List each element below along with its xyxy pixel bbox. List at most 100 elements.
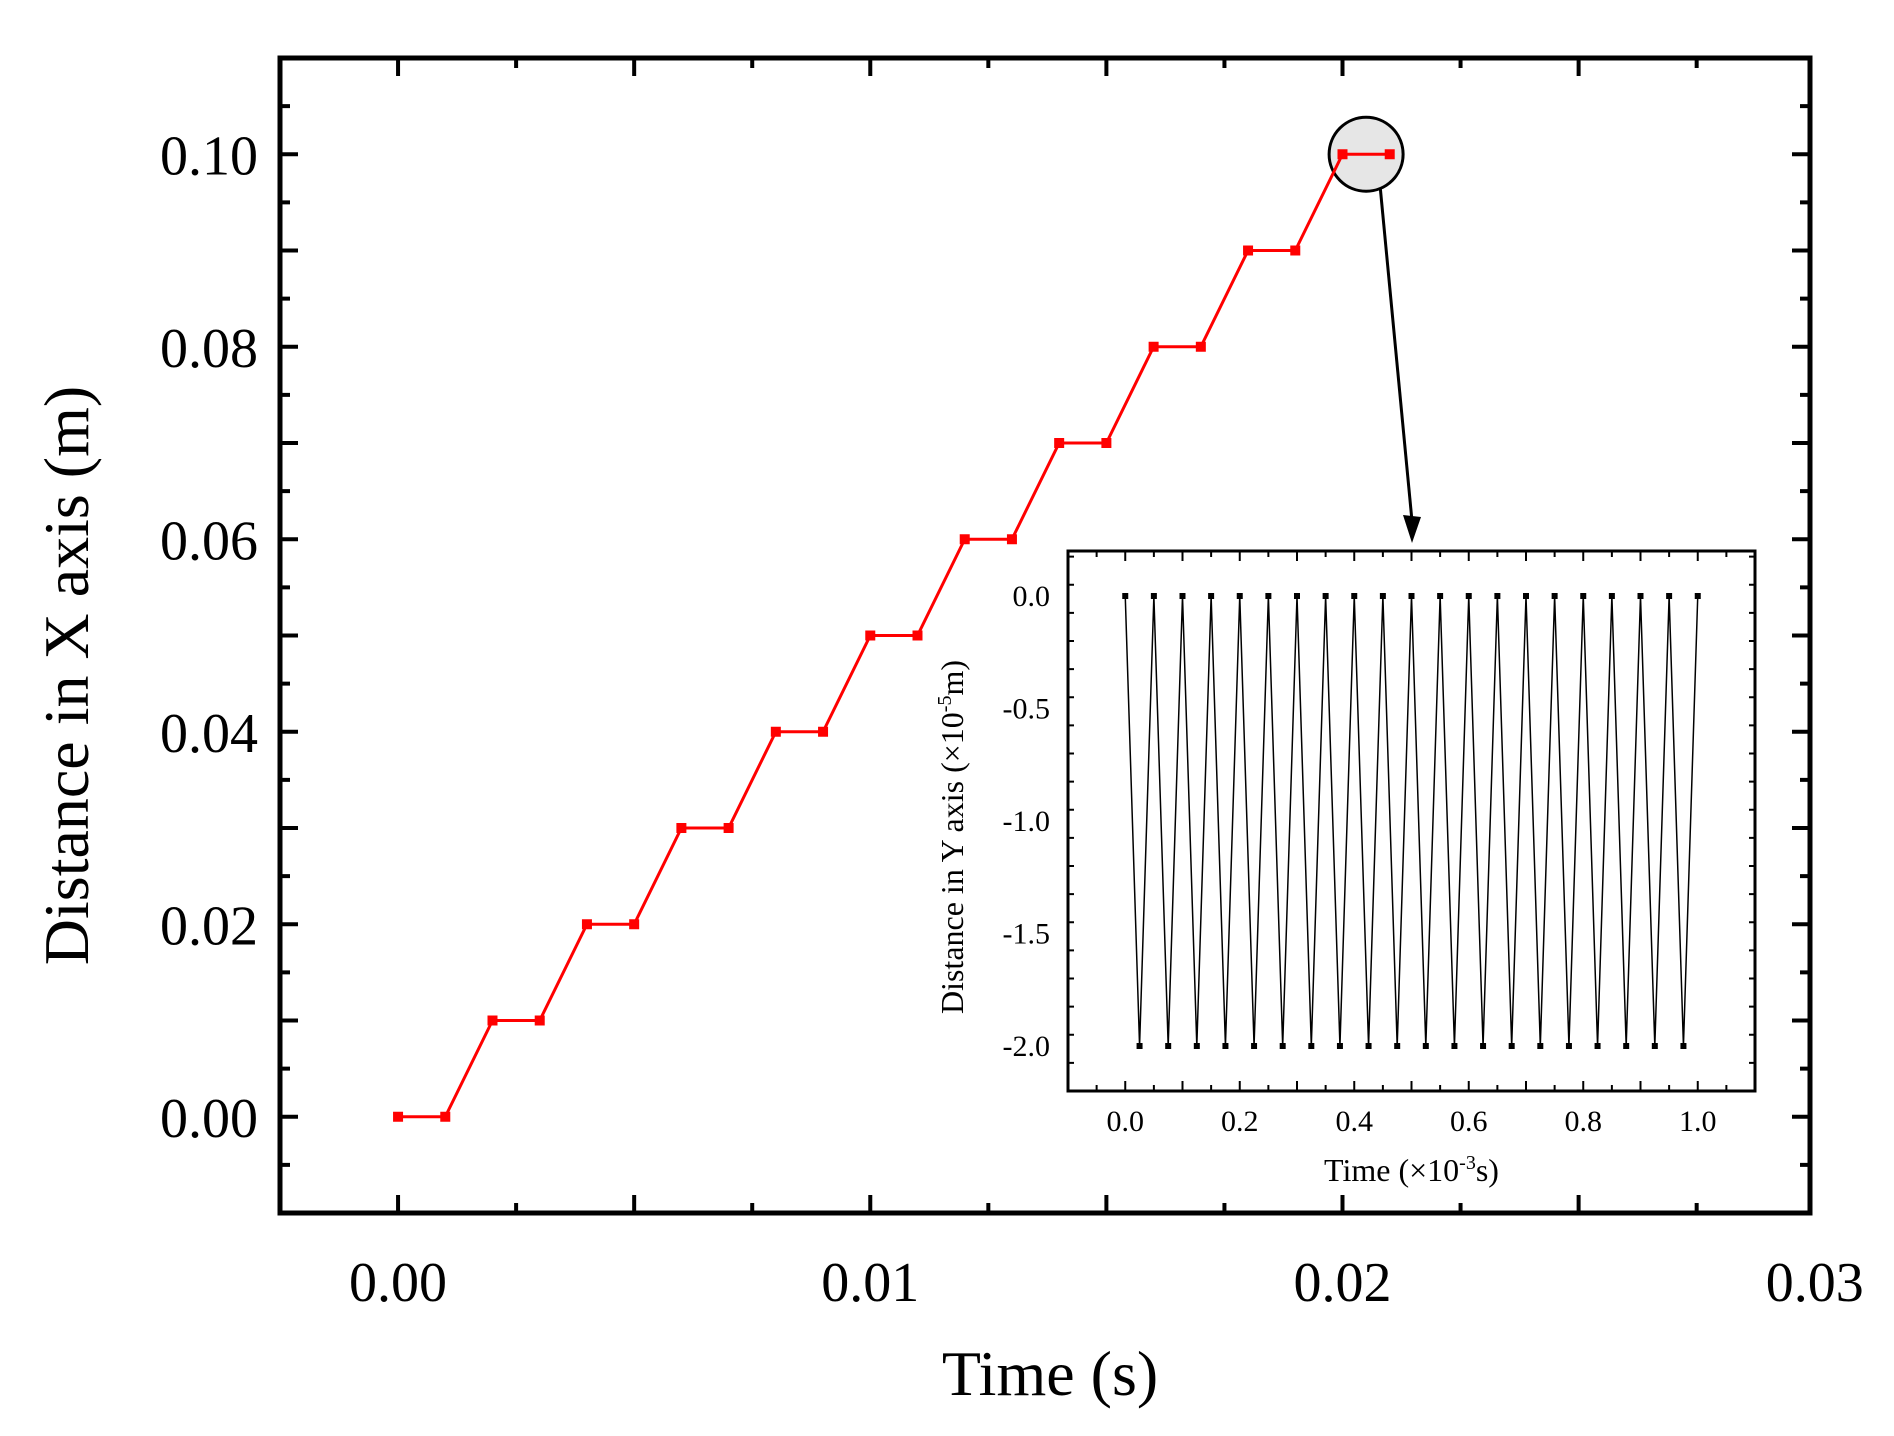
y-displacement-point	[1508, 1043, 1515, 1049]
y-displacement-point	[1193, 1043, 1200, 1049]
y-displacement-point	[1294, 593, 1300, 599]
y-tick-label: 0.04	[160, 703, 258, 765]
x-displacement-point	[1148, 341, 1159, 352]
y-displacement-point	[1666, 593, 1673, 599]
y-displacement-point	[1437, 593, 1444, 599]
y-displacement-point	[1551, 593, 1558, 599]
y-displacement-point	[1494, 593, 1501, 599]
x-displacement-line	[398, 152, 1390, 1119]
y-displacement-point	[1265, 593, 1272, 599]
y-displacement-point	[1122, 593, 1129, 599]
inset-x-axis-label-text: Time (	[1324, 1152, 1409, 1188]
y-displacement-point	[1694, 593, 1701, 599]
y-displacement-point	[1594, 1043, 1601, 1049]
x-displacement-point	[865, 630, 876, 641]
y-displacement-point	[1179, 593, 1186, 599]
y-displacement-point	[1322, 593, 1329, 599]
inset-x-axis-label: Time (×10-3s)	[1324, 1152, 1499, 1188]
x-displacement-point	[629, 919, 640, 930]
inset-x-tick-label: 0.2	[1221, 1105, 1259, 1138]
x-displacement-point	[1384, 149, 1395, 160]
y-displacement-point	[1136, 1043, 1143, 1049]
inset-y-axis-label-mult: ×10	[934, 712, 970, 762]
callout-arrow-line	[1378, 187, 1414, 522]
y-displacement-point	[1394, 1043, 1401, 1049]
inset-x-tick-label: 0.4	[1336, 1105, 1374, 1138]
y-tick-label: 0.00	[160, 1088, 258, 1150]
y-displacement-point	[1565, 1043, 1572, 1049]
inset-y-axis-label-text: Distance in Y axis (	[934, 762, 970, 1014]
x-displacement-point	[1243, 245, 1254, 256]
x-axis-label: Time (s)	[942, 1338, 1158, 1409]
y-axis-label: Distance in X axis (m)	[31, 386, 102, 965]
inset-y-tick-label: 0.0	[1013, 580, 1051, 613]
y-tick-label: 0.06	[160, 510, 258, 572]
inset-y-tick-label: -1.0	[1003, 805, 1051, 838]
y-displacement-point	[1236, 593, 1243, 599]
inset-x-tick-label: 0.8	[1565, 1105, 1603, 1138]
x-displacement-point	[581, 919, 592, 930]
y-displacement-point	[1480, 1043, 1487, 1049]
y-displacement-point	[1637, 593, 1644, 599]
x-displacement-point	[487, 1015, 498, 1026]
y-displacement-point	[1308, 1043, 1315, 1049]
y-displacement-point	[1251, 1043, 1258, 1049]
y-displacement-point	[1465, 593, 1472, 599]
y-displacement-point	[1365, 1043, 1372, 1049]
inset-plot-frame	[1066, 549, 1757, 1093]
inset-y-axis-label-exp: -5	[934, 696, 956, 713]
main-plot: 0.00 0.01 0.02 0.03 0.00 0.02 0.04 0.06 0.08 0.10…	[31, 55, 1864, 1409]
x-tick-label: 0.01	[821, 1252, 919, 1314]
y-displacement-point	[1379, 593, 1386, 599]
x-displacement-point	[1195, 341, 1206, 352]
y-displacement-point	[1580, 593, 1587, 599]
inset-plot: 0.0 0.2 0.4 0.6 0.8 1.0 0.0 -0.5 -1.0 -1.5 -2.0 Tim…	[934, 549, 1757, 1188]
x-displacement-point	[393, 1111, 404, 1122]
x-tick-label: 0.02	[1294, 1252, 1392, 1314]
y-displacement-point	[1422, 1043, 1429, 1049]
x-displacement-point	[1337, 149, 1348, 160]
y-displacement-point	[1680, 1043, 1687, 1049]
y-tick-label: 0.08	[160, 318, 258, 380]
y-displacement-point	[1537, 1043, 1544, 1049]
y-tick-label: 0.02	[160, 895, 258, 957]
y-displacement-point	[1408, 593, 1415, 599]
x-displacement-point	[818, 726, 829, 737]
x-displacement-point	[959, 534, 970, 545]
x-displacement-point	[723, 823, 734, 833]
x-displacement-point	[1101, 438, 1112, 448]
inset-x-tick-label: 0.6	[1450, 1105, 1488, 1138]
zoom-callout	[1378, 187, 1421, 543]
y-displacement-point	[1651, 1043, 1658, 1049]
x-tick-label: 0.00	[349, 1252, 447, 1314]
y-displacement-point	[1222, 1043, 1229, 1049]
x-tick-label: 0.03	[1766, 1252, 1864, 1314]
y-displacement-point	[1165, 1043, 1172, 1049]
x-displacement-point	[912, 630, 923, 641]
y-tick-label: 0.10	[160, 125, 258, 187]
x-displacement-point	[676, 823, 687, 833]
y-displacement-point	[1279, 1043, 1286, 1049]
inset-x-tick-label: 0.0	[1107, 1105, 1145, 1138]
y-displacement-point	[1451, 1043, 1458, 1049]
inset-y-tick-label: -1.5	[1003, 918, 1051, 951]
callout-arrow-head	[1403, 515, 1421, 543]
inset-x-axis-label-unit: s)	[1476, 1152, 1499, 1188]
y-displacement-point	[1523, 593, 1529, 599]
x-displacement-point	[1054, 438, 1065, 448]
x-displacement-point	[534, 1015, 545, 1026]
x-displacement-point	[1006, 534, 1017, 545]
y-displacement-point	[1351, 593, 1358, 599]
inset-y-axis-label-unit: m)	[934, 660, 970, 696]
inset-y-tick-label: -0.5	[1003, 693, 1051, 726]
x-displacement-point	[770, 726, 781, 737]
x-displacement-point	[440, 1111, 451, 1122]
inset-y-axis-label: Distance in Y axis (×10-5m)	[934, 660, 970, 1014]
y-displacement-point	[1208, 593, 1215, 599]
inset-x-tick-label: 1.0	[1679, 1105, 1717, 1138]
y-displacement-point	[1150, 593, 1157, 599]
inset-x-axis-label-mult: ×10	[1409, 1152, 1459, 1188]
y-displacement-point	[1608, 593, 1615, 599]
